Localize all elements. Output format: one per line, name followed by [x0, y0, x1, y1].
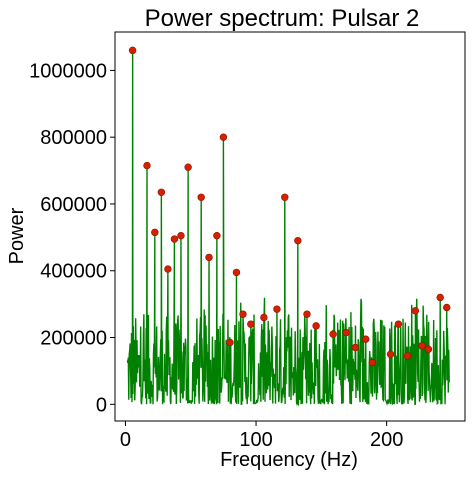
y-tick-label: 400000: [40, 261, 107, 283]
y-tick-label: 200000: [40, 328, 107, 350]
peak-marker-layer: [128, 46, 451, 367]
peak-marker: [411, 307, 420, 315]
peak-marker: [151, 228, 159, 237]
peak-marker: [418, 342, 426, 350]
y-tick-label: 0: [96, 394, 107, 416]
peak-marker: [394, 320, 403, 328]
x-tick-label: 100: [239, 429, 272, 451]
peak-marker: [164, 265, 172, 273]
peak-marker: [128, 46, 137, 55]
peak-marker: [205, 253, 213, 262]
peak-marker: [294, 236, 302, 245]
y-tick-label: 1000000: [29, 60, 107, 82]
y-tick-label: 600000: [40, 194, 107, 216]
x-tick-label: 0: [120, 429, 131, 451]
peak-marker: [403, 352, 412, 360]
peak-marker: [239, 310, 247, 318]
peak-marker: [143, 161, 151, 170]
peak-marker: [247, 320, 255, 328]
peak-marker: [443, 303, 451, 312]
peak-marker: [281, 193, 289, 201]
plot-frame: [114, 31, 466, 422]
peak-marker: [362, 335, 370, 343]
peak-marker: [213, 231, 221, 240]
peak-marker: [436, 293, 444, 302]
peak-marker: [312, 322, 320, 330]
peak-marker: [197, 193, 205, 201]
y-tick-label: 800000: [40, 127, 107, 149]
series-layer: [126, 50, 450, 407]
peak-marker: [342, 328, 350, 337]
tick-layer: 0 100 200 0 200000 400000 600000 800000 1000000: [29, 60, 403, 451]
peak-marker: [170, 235, 179, 243]
peak-marker: [329, 330, 337, 338]
peak-marker: [424, 345, 433, 353]
peak-marker: [157, 188, 166, 196]
peak-marker: [184, 163, 192, 171]
chart-title: Power spectrum: Pulsar 2: [145, 5, 420, 32]
x-axis-label: Frequency (Hz): [220, 449, 358, 471]
peak-marker: [386, 350, 395, 358]
peak-marker: [303, 310, 311, 318]
peak-marker: [260, 313, 268, 322]
peak-marker: [368, 358, 376, 367]
peak-marker: [226, 338, 234, 347]
peak-marker: [351, 343, 359, 352]
peak-marker: [273, 305, 281, 313]
spectrum-series-line: [126, 50, 450, 407]
x-tick-label: 200: [370, 429, 403, 451]
peak-marker: [177, 231, 185, 240]
y-axis-label: Power: [6, 207, 28, 264]
peak-marker: [232, 268, 241, 277]
peak-marker: [219, 133, 228, 141]
